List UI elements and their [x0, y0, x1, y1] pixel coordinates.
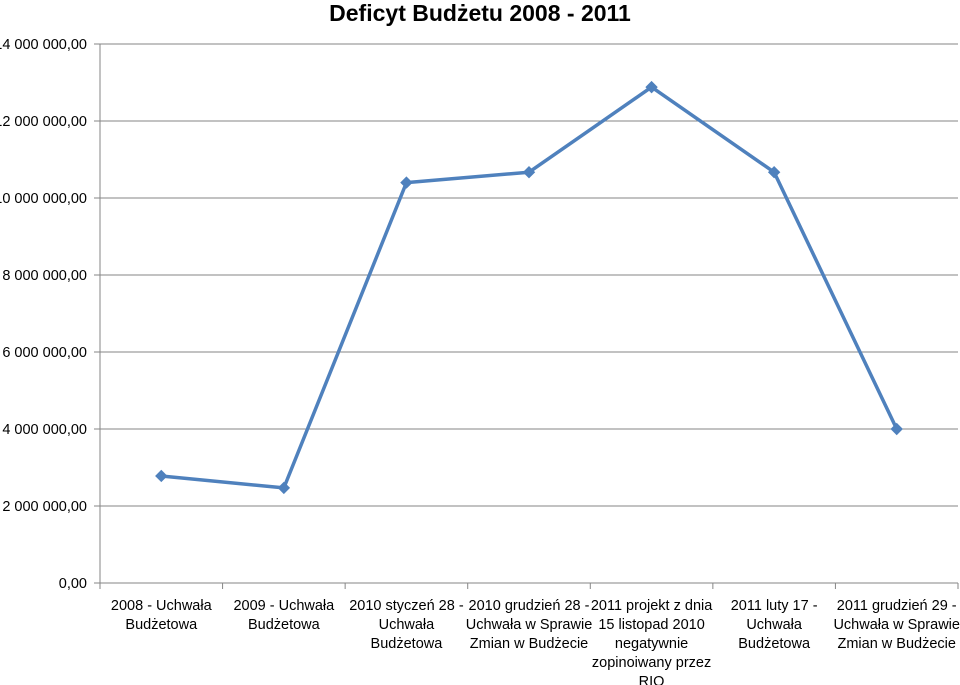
axes: [94, 43, 959, 589]
gridlines: [100, 43, 958, 507]
series-line-path: [161, 85, 899, 490]
y-tick-label: 6 000 000,00: [2, 345, 87, 361]
data-point-marker: [400, 176, 413, 189]
data-point-marker: [155, 469, 168, 483]
data-point-marker: [645, 80, 658, 94]
y-tick-label: 10 000 000,00: [0, 191, 87, 207]
x-tick-label: 2010 styczeń 28 -Uchwała Budżetowa: [349, 598, 464, 652]
data-point-marker: [277, 481, 291, 495]
x-tick-label: 2011 projekt z dnia 15 listopad 2010 negat…: [591, 598, 713, 685]
x-tick-label: 2011 luty 17 -Uchwała Budżetowa: [731, 598, 818, 652]
x-tick-label: 2011 grudzień 29 -Uchwała w Sprawie Zmian…: [833, 598, 960, 652]
chart-title: Deficyt Budżetu 2008 - 2011: [329, 0, 631, 26]
y-tick-label: 8 000 000,00: [2, 268, 87, 284]
y-axis-tick-labels: 0,00 2 000 000,00 4 000 000,00 6 000 000,00…: [0, 37, 87, 592]
y-tick-label: 12 000 000,00: [0, 114, 87, 130]
data-point-marker: [890, 422, 903, 436]
x-tick-label: 2008 - Uchwała Budżetowa: [111, 598, 213, 633]
data-point-marker: [522, 165, 536, 179]
data-point-marker: [767, 165, 781, 179]
y-tick-label: 4 000 000,00: [2, 422, 87, 438]
x-tick-label: 2009 - Uchwała Budżetowa: [233, 598, 335, 633]
y-tick-label: 14 000 000,00: [0, 37, 87, 53]
series-line: [161, 85, 899, 490]
y-tick-label: 2 000 000,00: [2, 499, 87, 515]
x-axis-tick-labels: 2008 - Uchwała Budżetowa 2009 - Uchwała Bud…: [111, 598, 960, 685]
data-markers: [155, 80, 903, 495]
x-tick-label: 2010 grudzień 28 -Uchwała w Sprawie Zmian…: [466, 598, 593, 652]
y-tick-label: 0,00: [59, 576, 87, 592]
